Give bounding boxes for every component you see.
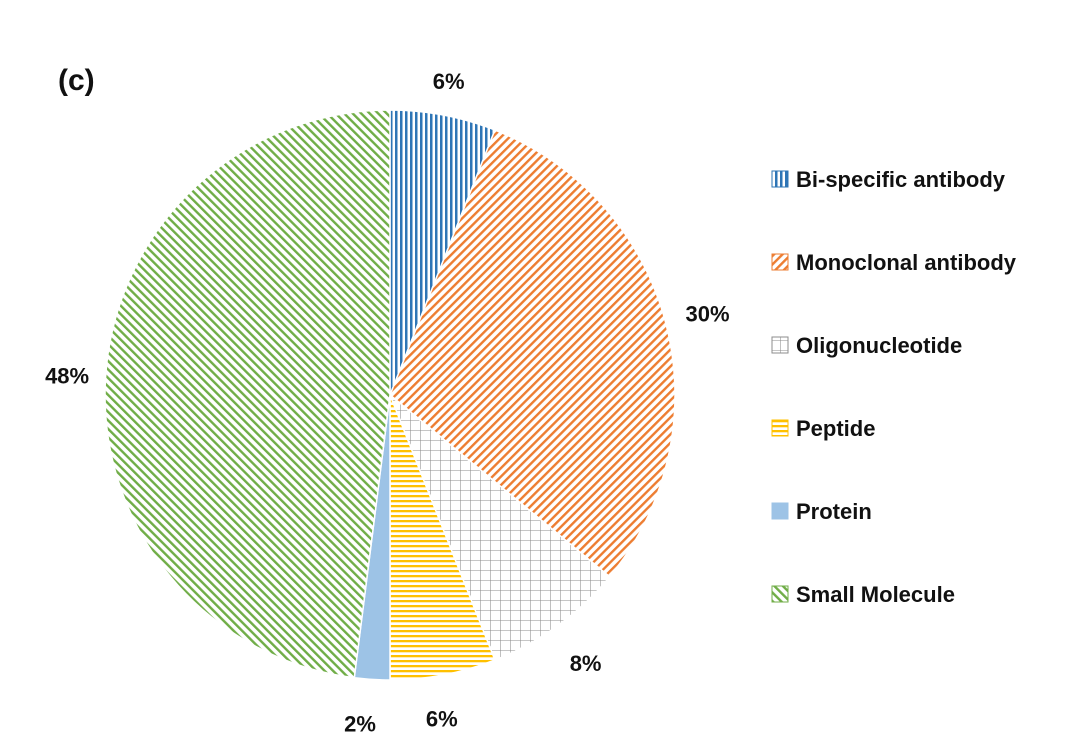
data-label-monoclonal-antibody: 30% (685, 302, 729, 327)
legend-label-bi-specific-antibody: Bi-specific antibody (796, 167, 1006, 192)
legend-swatch-oligonucleotide (771, 336, 789, 354)
legend-item-oligonucleotide: Oligonucleotide (771, 333, 962, 358)
pie-slices (104, 109, 676, 681)
legend-item-protein: Protein (771, 499, 872, 524)
legend-swatch-monoclonal-antibody (771, 253, 789, 271)
legend-item-small-molecule: Small Molecule (771, 582, 955, 607)
legend-swatch-peptide (771, 419, 789, 437)
pie-slice-small-molecule (104, 109, 391, 679)
legend-item-monoclonal-antibody: Monoclonal antibody (771, 250, 1017, 275)
data-label-peptide: 6% (426, 707, 458, 732)
legend-label-monoclonal-antibody: Monoclonal antibody (796, 250, 1017, 275)
legend-label-peptide: Peptide (796, 416, 875, 441)
legend-item-bi-specific-antibody: Bi-specific antibody (771, 167, 1006, 192)
legend-label-small-molecule: Small Molecule (796, 582, 955, 607)
legend-item-peptide: Peptide (771, 416, 875, 441)
legend-swatch-small-molecule (771, 585, 789, 603)
data-label-small-molecule: 48% (45, 363, 89, 388)
pie-slice-oligonucleotide (389, 394, 611, 661)
legend-swatch-bi-specific-antibody (771, 170, 789, 188)
pie-data-labels: 6% 30% 8% 6% 2% 48% (45, 69, 729, 737)
legend-label-protein: Protein (796, 499, 872, 524)
legend: Bi-specific antibody Monoclonal antibody O… (771, 167, 1017, 607)
legend-swatch-protein (771, 502, 789, 520)
legend-label-oligonucleotide: Oligonucleotide (796, 333, 962, 358)
data-label-oligonucleotide: 8% (570, 651, 602, 676)
data-label-bi-specific-antibody: 6% (433, 69, 465, 94)
pie-slice-monoclonal-antibody (389, 129, 676, 578)
data-label-protein: 2% (344, 712, 376, 737)
panel-label: (c) (58, 64, 95, 97)
